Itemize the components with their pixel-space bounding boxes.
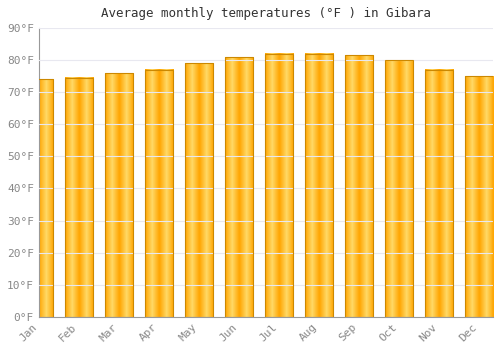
Bar — [425, 70, 453, 317]
Bar — [25, 79, 53, 317]
Bar — [65, 78, 93, 317]
Bar — [345, 55, 373, 317]
Bar — [225, 57, 253, 317]
Bar — [385, 60, 413, 317]
Bar — [305, 54, 333, 317]
Title: Average monthly temperatures (°F ) in Gibara: Average monthly temperatures (°F ) in Gi… — [101, 7, 431, 20]
Bar — [185, 63, 213, 317]
Bar — [145, 70, 173, 317]
Bar — [465, 76, 493, 317]
Bar — [105, 73, 133, 317]
Bar — [265, 54, 293, 317]
